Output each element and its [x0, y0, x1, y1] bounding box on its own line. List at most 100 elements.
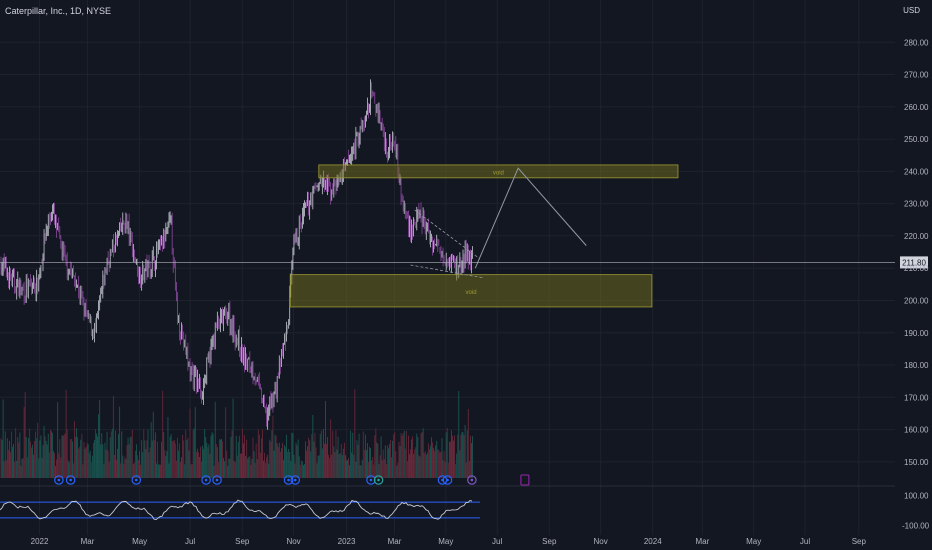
volume-bar: [363, 449, 365, 478]
volume-bar: [375, 428, 377, 478]
volume-bar: [419, 456, 421, 478]
volume-bar: [330, 419, 332, 478]
volume-bar: [140, 464, 142, 478]
volume-bar: [208, 444, 210, 478]
volume-bar: [276, 443, 278, 478]
volume-bar: [247, 458, 249, 478]
volume-bar: [43, 425, 45, 478]
volume-bar: [374, 435, 376, 478]
volume-bar: [461, 431, 463, 478]
zone-label: void: [493, 170, 504, 176]
volume-bar: [132, 463, 134, 478]
time-tick-label: Mar: [695, 537, 709, 546]
volume-bar: [205, 436, 207, 478]
volume-bar: [251, 458, 253, 478]
volume-bar: [274, 434, 276, 478]
volume-bar: [296, 445, 298, 478]
last-price-box: [900, 256, 928, 269]
volume-bar: [243, 443, 244, 478]
volume-bar: [194, 407, 196, 478]
volume-bar: [380, 436, 382, 478]
volume-bar: [157, 441, 158, 478]
volume-bar: [45, 440, 47, 478]
volume-bar: [192, 430, 194, 478]
volume-bar: [56, 459, 58, 478]
volume-bar: [336, 449, 338, 478]
volume-bar: [14, 461, 16, 478]
volume-bar: [465, 462, 467, 478]
volume-bar: [285, 447, 286, 478]
volume-bar: [444, 461, 446, 478]
volume-bar: [187, 437, 189, 478]
volume-bar: [321, 448, 323, 478]
volume-bar: [24, 392, 26, 478]
volume-bar: [254, 462, 256, 478]
volume-bar: [368, 462, 369, 478]
volume-bar: [325, 400, 326, 478]
volume-bar: [125, 459, 127, 478]
volume-bar: [38, 458, 40, 478]
volume-bar: [458, 391, 460, 478]
volume-bar: [95, 429, 96, 478]
split-marker-dot: [470, 478, 474, 482]
price-tick-label: 210.00: [904, 264, 929, 273]
volume-bar: [22, 458, 24, 478]
volume-bar: [353, 454, 355, 478]
volume-bar: [206, 442, 208, 478]
volume-bar: [1, 439, 3, 478]
earnings-marker-dot: [293, 478, 297, 482]
volume-bar: [268, 463, 270, 478]
volume-bar: [338, 454, 340, 478]
volume-bar: [409, 454, 410, 478]
volume-bar: [385, 464, 387, 478]
volume-bar: [141, 440, 143, 478]
volume-bar: [6, 438, 8, 478]
volume-bar: [214, 401, 216, 478]
volume-bar: [223, 458, 224, 478]
volume-bar: [237, 441, 239, 478]
volume-bar: [77, 437, 79, 478]
volume-bar: [117, 448, 118, 478]
volume-bar: [83, 442, 85, 478]
volume-bar: [126, 445, 128, 478]
earnings-marker: [212, 475, 222, 485]
volume-bar: [210, 435, 212, 478]
volume-bar: [57, 402, 59, 478]
volume-bar: [334, 452, 336, 478]
volume-bar: [137, 455, 138, 478]
trendline: [414, 209, 480, 259]
volume-bar: [472, 436, 473, 478]
volume-bar: [283, 460, 284, 478]
volume-bar: [340, 444, 342, 478]
volume-bar: [33, 454, 34, 478]
volume-bar: [291, 432, 293, 478]
time-tick-label: Sep: [542, 537, 557, 546]
volume-bar: [90, 462, 92, 478]
volume-bar: [303, 465, 304, 478]
volume-bar: [166, 450, 168, 478]
volume-bar: [167, 416, 169, 478]
volume-bar: [58, 453, 60, 478]
volume-bar: [230, 437, 232, 478]
volume-bar: [381, 459, 383, 478]
volume-bar: [222, 441, 223, 478]
volume-bar: [179, 443, 180, 478]
volume-bar: [221, 439, 222, 478]
zone-label: void: [466, 290, 477, 296]
volume-bar: [453, 440, 454, 478]
volume-bar: [271, 430, 273, 478]
volume-bar: [390, 439, 391, 478]
volume-bar: [289, 451, 291, 478]
volume-bar: [156, 463, 157, 478]
volume-bar: [257, 429, 259, 478]
volume-bar: [158, 464, 159, 478]
volume-bar: [332, 430, 334, 478]
volume-bar: [439, 452, 441, 478]
volume-bar: [211, 431, 213, 478]
volume-bar: [371, 460, 373, 478]
volume-bar: [354, 389, 356, 478]
volume-bar: [460, 434, 462, 478]
volume-bar: [108, 461, 110, 478]
volume-bar: [114, 455, 115, 478]
